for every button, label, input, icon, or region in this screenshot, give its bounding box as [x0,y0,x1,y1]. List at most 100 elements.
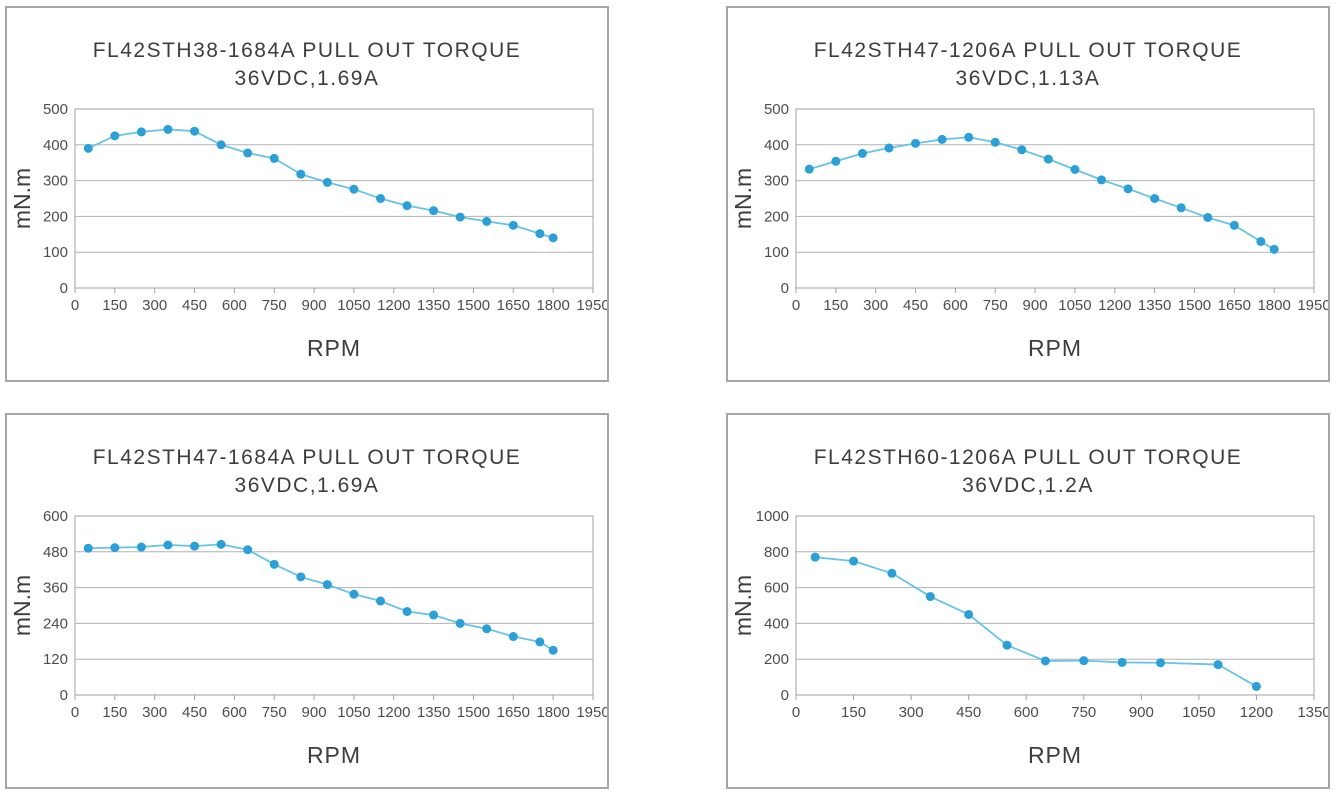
x-tick-label: 1200 [377,297,410,314]
data-points [810,552,1261,691]
data-point [1002,640,1012,650]
chart-svg: FL42STH47-1684A PULL OUT TORQUE 36VDC,1.6… [9,446,607,768]
data-point [1213,660,1223,670]
gridlines [796,108,1314,289]
x-tick-label: 0 [792,297,800,314]
x-tick-label: 900 [1023,297,1048,314]
data-point [831,156,841,166]
x-tick-label: 1200 [377,704,410,721]
data-point [535,229,545,239]
x-tick-label: 0 [71,704,79,721]
data-point [1040,656,1050,666]
chart-title: FL42STH47-1206A PULL OUT TORQUE [814,39,1243,62]
x-tick-label: 600 [943,297,968,314]
data-point [322,580,332,590]
x-axis-title: RPM [1028,335,1082,361]
data-point [163,124,173,134]
data-point [508,632,518,642]
data-point [887,568,897,578]
data-point [402,606,412,616]
x-tick-label: 1950 [576,297,607,314]
data-point [535,637,545,647]
chart-subtitle: 36VDC,1.69A [235,474,380,497]
x-tick-label: 300 [142,297,167,314]
plot-border [795,108,1315,289]
x-tick-label: 600 [222,704,247,721]
plot-border [74,108,594,289]
series-line [815,556,1257,688]
gridlines [75,515,593,696]
data-point [243,545,253,555]
y-axis-title: mN.m [9,575,35,636]
y-axis-title: mN.m [730,575,756,636]
data-point [1229,220,1239,230]
x-tick-label: 1650 [497,297,530,314]
data-point [110,543,120,553]
x-axis-title: RPM [307,335,361,361]
y-tick-label: 300 [43,173,68,190]
data-point [482,216,492,226]
x-tick-label: 1500 [457,704,490,721]
x-tick-label: 750 [1071,704,1096,721]
data-point [1079,656,1089,666]
data-point [269,153,279,163]
x-tick-label: 1950 [1297,297,1328,314]
data-point [349,184,359,194]
chart-title: FL42STH47-1684A PULL OUT TORQUE [93,446,522,469]
x-tick-label: 0 [71,297,79,314]
chart-subtitle: 36VDC,1.2A [962,474,1094,497]
y-tick-label: 200 [764,651,789,668]
x-tick-label: 300 [863,297,888,314]
x-tick-label: 300 [899,704,924,721]
x-tick-label: 0 [792,704,800,721]
y-tick-label: 360 [43,580,68,597]
x-tick-label: 1500 [1178,297,1211,314]
chart-panel-4: FL42STH60-1206A PULL OUT TORQUE 36VDC,1.2… [726,413,1330,789]
x-tick-label: 750 [983,297,1008,314]
x-tick-label: 1050 [337,704,370,721]
y-tick-label: 400 [43,137,68,154]
chart-panel-1: FL42STH38-1684A PULL OUT TORQUE 36VDC,1.6… [5,6,609,382]
x-tick-label: 150 [102,297,127,314]
chart-svg: FL42STH60-1206A PULL OUT TORQUE 36VDC,1.2… [730,446,1328,768]
x-tick-label: 750 [262,297,287,314]
x-tick-label: 1950 [576,704,607,721]
x-tick-label: 1350 [417,704,450,721]
data-point [1256,236,1266,246]
x-tick-label: 300 [142,704,167,721]
x-tick-label: 1650 [497,704,530,721]
data-point [1043,154,1053,164]
y-tick-label: 1000 [756,508,789,525]
data-point [1096,175,1106,185]
data-point [548,233,558,243]
data-point [83,143,93,153]
y-tick-label: 100 [43,244,68,261]
data-point [216,140,226,150]
y-tick-label: 500 [764,101,789,118]
chart-svg: FL42STH38-1684A PULL OUT TORQUE 36VDC,1.6… [9,39,607,361]
y-tick-label: 480 [43,544,68,561]
y-tick-label: 0 [60,280,68,297]
data-point [163,540,173,550]
y-tick-label: 400 [764,615,789,632]
x-tick-label: 750 [262,704,287,721]
data-point [455,618,465,628]
y-tick-label: 300 [764,173,789,190]
data-point [810,552,820,562]
y-tick-label: 0 [60,687,68,704]
data-point [482,624,492,634]
data-point [110,131,120,141]
gridlines [75,108,593,289]
x-tick-label: 600 [222,297,247,314]
data-point [375,596,385,606]
data-point [402,201,412,211]
x-tick-label: 1350 [1138,297,1171,314]
x-tick-label: 1800 [536,704,569,721]
series-line [88,543,554,652]
plot-border [74,515,594,696]
data-point [136,542,146,552]
data-point [964,609,974,619]
chart-subtitle: 36VDC,1.69A [235,67,380,90]
data-point [1150,194,1160,203]
